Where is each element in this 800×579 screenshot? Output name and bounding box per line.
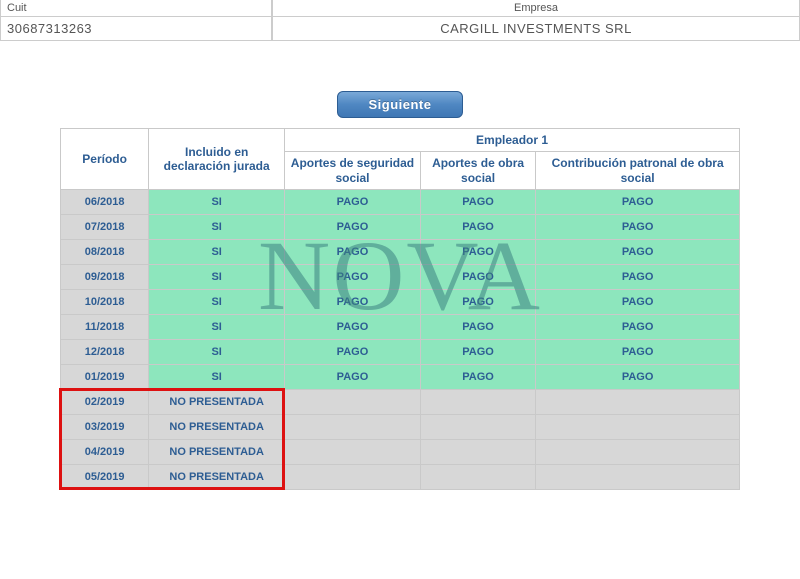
table-row: 07/2018SIPAGOPAGOPAGO xyxy=(61,215,740,240)
cell-cp: PAGO xyxy=(536,240,740,265)
cell-declaracion: SI xyxy=(149,190,285,215)
cell-declaracion: SI xyxy=(149,315,285,340)
table-container: NOVA Período Incluido en declaración jur… xyxy=(60,128,740,490)
cell-periodo: 08/2018 xyxy=(61,240,149,265)
cuit-value: 30687313263 xyxy=(0,17,272,40)
cell-cp: PAGO xyxy=(536,365,740,390)
cell-cp: PAGO xyxy=(536,215,740,240)
cell-cp xyxy=(536,440,740,465)
col-periodo-header: Período xyxy=(61,129,149,190)
empresa-label: Empresa xyxy=(272,0,800,16)
cell-cp: PAGO xyxy=(536,265,740,290)
cell-os: PAGO xyxy=(420,290,535,315)
info-header-row: Cuit Empresa xyxy=(0,0,800,17)
cell-ss: PAGO xyxy=(285,365,421,390)
cell-cp xyxy=(536,415,740,440)
cell-declaracion: NO PRESENTADA xyxy=(149,415,285,440)
cell-os: PAGO xyxy=(420,340,535,365)
cell-declaracion: SI xyxy=(149,365,285,390)
table-row: 06/2018SIPAGOPAGOPAGO xyxy=(61,190,740,215)
cell-periodo: 03/2019 xyxy=(61,415,149,440)
cell-declaracion: SI xyxy=(149,340,285,365)
info-data-row: 30687313263 CARGILL INVESTMENTS SRL xyxy=(0,17,800,41)
cell-periodo: 11/2018 xyxy=(61,315,149,340)
cell-os: PAGO xyxy=(420,265,535,290)
aportes-table: Período Incluido en declaración jurada E… xyxy=(60,128,740,490)
cell-ss: PAGO xyxy=(285,315,421,340)
cell-periodo: 02/2019 xyxy=(61,390,149,415)
table-row: 12/2018SIPAGOPAGOPAGO xyxy=(61,340,740,365)
cell-periodo: 06/2018 xyxy=(61,190,149,215)
cell-ss: PAGO xyxy=(285,265,421,290)
cell-os: PAGO xyxy=(420,315,535,340)
cell-periodo: 05/2019 xyxy=(61,465,149,490)
cell-os: PAGO xyxy=(420,240,535,265)
cell-cp xyxy=(536,465,740,490)
cell-os xyxy=(420,440,535,465)
cell-periodo: 09/2018 xyxy=(61,265,149,290)
table-row: 04/2019NO PRESENTADA xyxy=(61,440,740,465)
cell-periodo: 01/2019 xyxy=(61,365,149,390)
table-row: 08/2018SIPAGOPAGOPAGO xyxy=(61,240,740,265)
cell-ss: PAGO xyxy=(285,290,421,315)
cell-cp: PAGO xyxy=(536,340,740,365)
col-contrib-os-header: Contribución patronal de obra social xyxy=(536,152,740,190)
cell-ss: PAGO xyxy=(285,240,421,265)
cell-cp: PAGO xyxy=(536,290,740,315)
table-row: 10/2018SIPAGOPAGOPAGO xyxy=(61,290,740,315)
cell-ss xyxy=(285,440,421,465)
cell-cp: PAGO xyxy=(536,190,740,215)
cuit-label: Cuit xyxy=(0,0,272,16)
table-row: 01/2019SIPAGOPAGOPAGO xyxy=(61,365,740,390)
cell-declaracion: SI xyxy=(149,215,285,240)
group-empleador-header: Empleador 1 xyxy=(285,129,740,152)
col-declaracion-header: Incluido en declaración jurada xyxy=(149,129,285,190)
table-row: 09/2018SIPAGOPAGOPAGO xyxy=(61,265,740,290)
cell-periodo: 10/2018 xyxy=(61,290,149,315)
cell-ss: PAGO xyxy=(285,215,421,240)
cell-os xyxy=(420,390,535,415)
button-row: Siguiente xyxy=(0,91,800,118)
col-aportes-os-header: Aportes de obra social xyxy=(420,152,535,190)
table-row: 11/2018SIPAGOPAGOPAGO xyxy=(61,315,740,340)
cell-os: PAGO xyxy=(420,215,535,240)
cell-ss xyxy=(285,465,421,490)
cell-os xyxy=(420,415,535,440)
cell-os: PAGO xyxy=(420,190,535,215)
cell-declaracion: SI xyxy=(149,240,285,265)
cell-declaracion: SI xyxy=(149,290,285,315)
siguiente-button[interactable]: Siguiente xyxy=(337,91,462,118)
cell-periodo: 04/2019 xyxy=(61,440,149,465)
cell-ss: PAGO xyxy=(285,340,421,365)
cell-declaracion: NO PRESENTADA xyxy=(149,390,285,415)
cell-cp: PAGO xyxy=(536,315,740,340)
cell-os: PAGO xyxy=(420,365,535,390)
table-body: 06/2018SIPAGOPAGOPAGO07/2018SIPAGOPAGOPA… xyxy=(61,190,740,490)
table-row: 05/2019NO PRESENTADA xyxy=(61,465,740,490)
cell-declaracion: NO PRESENTADA xyxy=(149,465,285,490)
empresa-value: CARGILL INVESTMENTS SRL xyxy=(272,17,800,40)
cell-ss xyxy=(285,415,421,440)
col-aportes-ss-header: Aportes de seguridad social xyxy=(285,152,421,190)
cell-cp xyxy=(536,390,740,415)
cell-declaracion: SI xyxy=(149,265,285,290)
cell-ss: PAGO xyxy=(285,190,421,215)
cell-periodo: 12/2018 xyxy=(61,340,149,365)
cell-periodo: 07/2018 xyxy=(61,215,149,240)
table-row: 03/2019NO PRESENTADA xyxy=(61,415,740,440)
cell-ss xyxy=(285,390,421,415)
table-row: 02/2019NO PRESENTADA xyxy=(61,390,740,415)
cell-os xyxy=(420,465,535,490)
cell-declaracion: NO PRESENTADA xyxy=(149,440,285,465)
